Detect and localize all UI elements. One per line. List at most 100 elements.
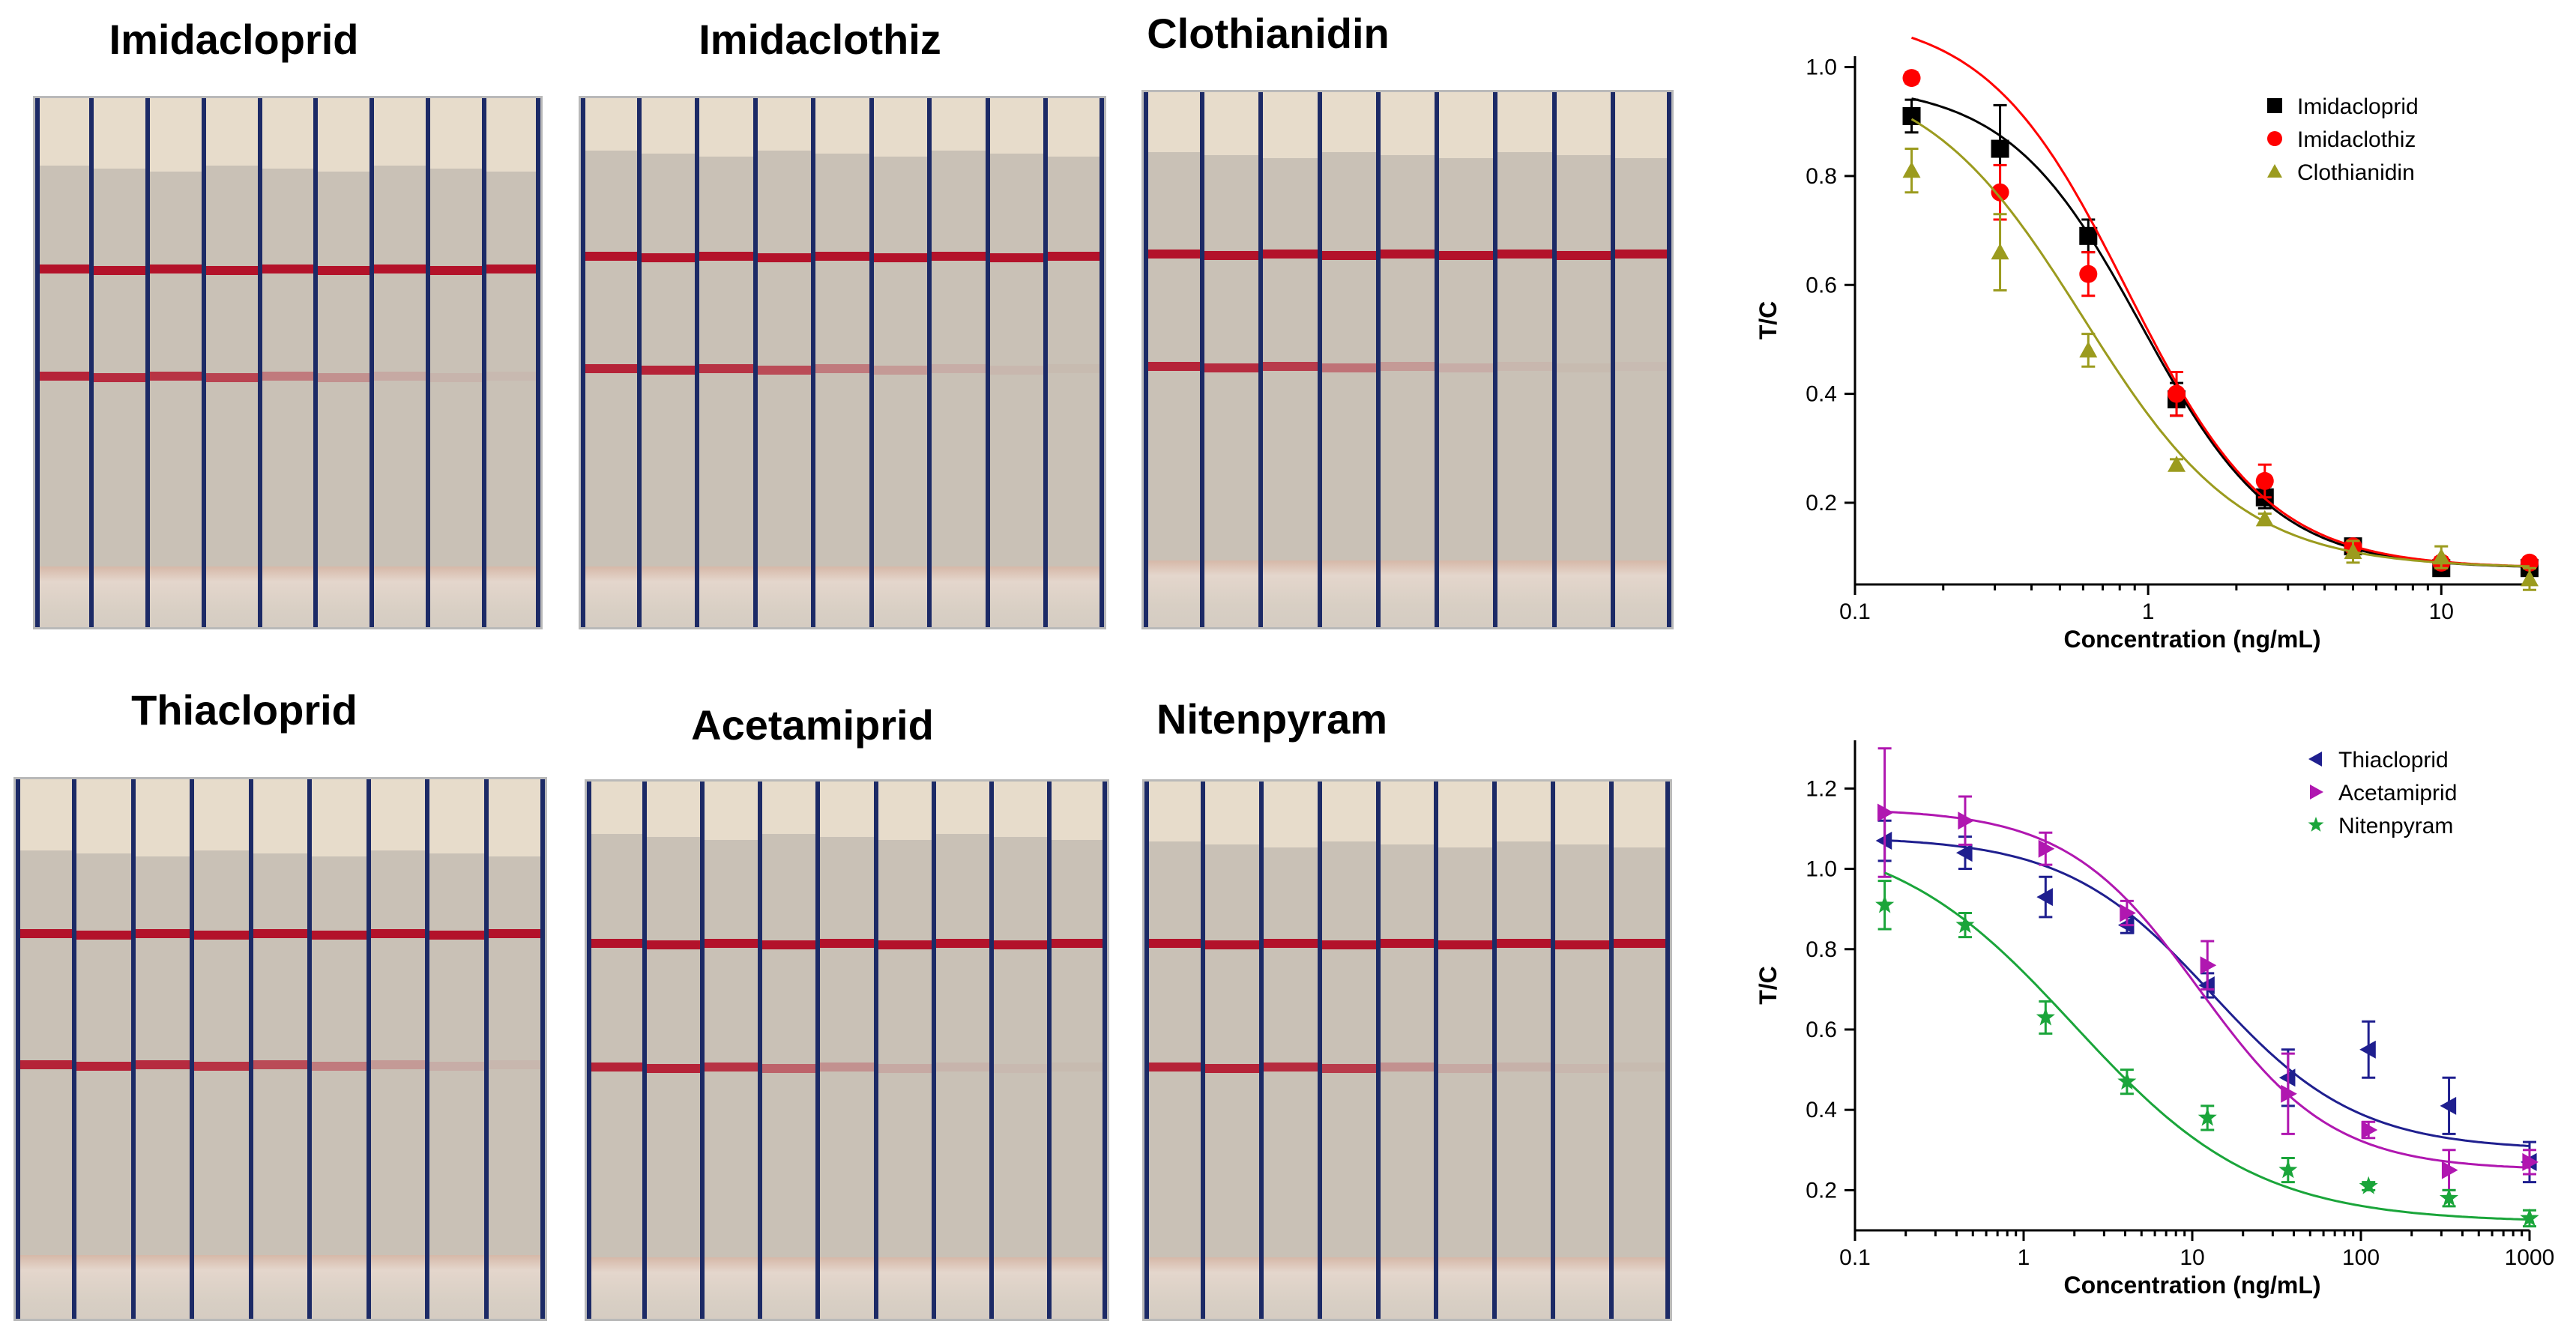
legend-label: Acetamiprid bbox=[2338, 781, 2457, 805]
data-point bbox=[2117, 1071, 2137, 1090]
test-strip bbox=[1554, 92, 1613, 627]
strip-divider bbox=[307, 779, 313, 1319]
control-line bbox=[1612, 250, 1671, 259]
strip-divider bbox=[1551, 92, 1557, 627]
strip-divider bbox=[581, 98, 585, 627]
strip-absorbent-pad bbox=[1437, 560, 1496, 627]
test-strip bbox=[1202, 92, 1261, 627]
test-line bbox=[133, 1060, 193, 1069]
test-line bbox=[1553, 1064, 1612, 1073]
strip-absorbent-pad bbox=[1378, 1257, 1437, 1319]
strip-absorbent-pad bbox=[697, 566, 755, 627]
strip-sample-pad bbox=[368, 779, 428, 850]
strip-sample-pad bbox=[35, 98, 91, 166]
test-strip bbox=[74, 779, 133, 1319]
control-line bbox=[203, 266, 260, 275]
strip-sample-pad bbox=[1261, 782, 1320, 847]
strip-sample-pad bbox=[1553, 782, 1612, 844]
data-point bbox=[2200, 956, 2217, 975]
strip-absorbent-pad bbox=[1319, 1257, 1378, 1319]
strip-absorbent-pad bbox=[1202, 1257, 1261, 1319]
strip-divider bbox=[1100, 98, 1104, 627]
strip-absorbent-pad bbox=[1436, 1257, 1495, 1319]
fit-curve bbox=[1910, 118, 2530, 568]
control-line bbox=[987, 253, 1046, 262]
test-line bbox=[203, 373, 260, 382]
strip-sample-pad bbox=[1437, 92, 1496, 158]
x-tick-label: 1 bbox=[2142, 599, 2155, 624]
strip-sample-pad bbox=[1436, 782, 1495, 847]
data-point bbox=[2079, 265, 2098, 283]
test-strip bbox=[933, 782, 992, 1319]
strip-absorbent-pad bbox=[813, 566, 872, 627]
control-line bbox=[428, 266, 485, 275]
data-point bbox=[2255, 510, 2274, 527]
control-line bbox=[1144, 939, 1203, 948]
test-strip bbox=[147, 98, 204, 627]
strip-sample-pad bbox=[929, 98, 988, 151]
strip-sample-pad bbox=[581, 98, 639, 151]
strip-divider bbox=[72, 779, 77, 1319]
strip-panel-imidaclothiz bbox=[579, 96, 1106, 629]
test-strip bbox=[702, 782, 761, 1319]
strip-divider bbox=[313, 98, 319, 627]
strip-absorbent-pad bbox=[875, 1257, 934, 1319]
x-axis-label: Concentration (ng/mL) bbox=[2063, 626, 2320, 653]
test-line bbox=[192, 1062, 251, 1071]
test-line bbox=[259, 372, 316, 381]
y-tick-label: 0.6 bbox=[1806, 1018, 1837, 1042]
test-strip bbox=[368, 779, 428, 1319]
strip-sample-pad bbox=[697, 98, 755, 157]
strip-panel-thiacloprid bbox=[13, 777, 547, 1321]
strip-title-clothianidin: Clothianidin bbox=[1147, 10, 1390, 57]
data-point bbox=[2267, 98, 2282, 113]
strip-absorbent-pad bbox=[91, 566, 148, 627]
strip-divider bbox=[201, 98, 206, 627]
test-strip bbox=[697, 98, 755, 627]
strip-sample-pad bbox=[875, 782, 934, 840]
strip-absorbent-pad bbox=[1378, 560, 1438, 627]
strip-divider bbox=[1317, 782, 1322, 1319]
test-line bbox=[1319, 1064, 1378, 1073]
control-line bbox=[1378, 939, 1437, 948]
strip-sample-pad bbox=[316, 98, 372, 172]
strip-divider bbox=[536, 98, 540, 627]
strip-divider bbox=[16, 779, 20, 1319]
control-line bbox=[697, 252, 755, 261]
control-line bbox=[875, 940, 934, 949]
strip-absorbent-pad bbox=[702, 1257, 761, 1319]
test-line bbox=[372, 372, 429, 381]
control-line bbox=[1261, 939, 1320, 948]
test-strip bbox=[1319, 782, 1378, 1319]
strip-divider bbox=[985, 98, 990, 627]
control-line bbox=[1049, 939, 1107, 948]
strip-divider bbox=[815, 782, 821, 1319]
test-strip bbox=[1319, 92, 1378, 627]
strip-divider bbox=[989, 782, 994, 1319]
test-line bbox=[1494, 1063, 1554, 1071]
test-line bbox=[697, 364, 755, 373]
test-line bbox=[1554, 363, 1613, 372]
test-strip bbox=[259, 98, 316, 627]
y-tick-label: 1.0 bbox=[1806, 857, 1837, 882]
strip-divider bbox=[1667, 92, 1671, 627]
test-strip bbox=[581, 98, 639, 627]
strip-absorbent-pad bbox=[427, 1255, 486, 1319]
test-line bbox=[1261, 362, 1320, 371]
control-line bbox=[147, 265, 204, 273]
control-line bbox=[929, 252, 988, 261]
control-line bbox=[250, 929, 310, 938]
strip-absorbent-pad bbox=[1261, 560, 1320, 627]
test-line bbox=[16, 1060, 75, 1069]
control-line bbox=[645, 940, 703, 949]
data-point bbox=[2036, 1007, 2055, 1026]
data-point bbox=[2038, 839, 2055, 858]
strip-sample-pad bbox=[991, 782, 1049, 837]
strip-absorbent-pad bbox=[991, 1257, 1049, 1319]
test-line bbox=[581, 364, 639, 373]
strip-divider bbox=[700, 782, 705, 1319]
strip-sample-pad bbox=[16, 779, 75, 850]
strip-absorbent-pad bbox=[587, 1257, 645, 1319]
x-tick-label: 10 bbox=[2180, 1245, 2204, 1270]
